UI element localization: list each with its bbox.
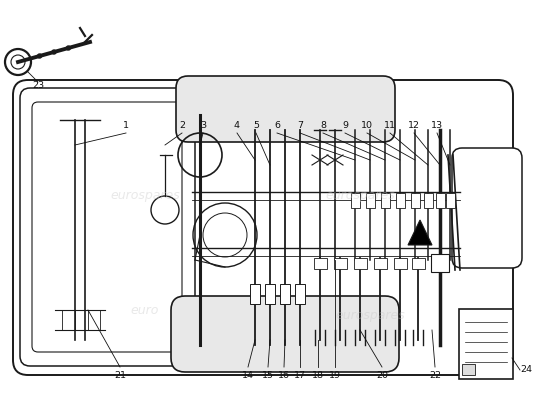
Text: 14: 14 <box>242 370 254 380</box>
FancyBboxPatch shape <box>32 102 182 352</box>
FancyBboxPatch shape <box>393 258 406 268</box>
FancyBboxPatch shape <box>452 148 522 268</box>
FancyBboxPatch shape <box>171 296 399 372</box>
Text: 21: 21 <box>114 370 126 380</box>
Text: 19: 19 <box>329 370 341 380</box>
FancyBboxPatch shape <box>265 284 275 304</box>
Text: 7: 7 <box>297 120 303 130</box>
Circle shape <box>37 54 42 58</box>
Text: 23: 23 <box>32 80 44 90</box>
Circle shape <box>67 46 70 50</box>
FancyBboxPatch shape <box>350 192 360 208</box>
FancyBboxPatch shape <box>354 258 366 268</box>
Text: 12: 12 <box>408 120 420 130</box>
Text: 9: 9 <box>342 120 348 130</box>
Text: 11: 11 <box>384 120 396 130</box>
Text: 8: 8 <box>320 120 326 130</box>
FancyBboxPatch shape <box>459 309 513 379</box>
FancyBboxPatch shape <box>424 192 432 208</box>
FancyBboxPatch shape <box>176 76 395 142</box>
FancyBboxPatch shape <box>395 192 404 208</box>
Text: 10: 10 <box>361 120 373 130</box>
Text: 6: 6 <box>274 120 280 130</box>
Polygon shape <box>408 220 432 245</box>
FancyBboxPatch shape <box>20 88 195 366</box>
Text: 17: 17 <box>294 370 306 380</box>
Text: 4: 4 <box>234 120 240 130</box>
FancyBboxPatch shape <box>410 192 420 208</box>
FancyBboxPatch shape <box>250 284 260 304</box>
FancyBboxPatch shape <box>373 258 387 268</box>
FancyBboxPatch shape <box>366 192 375 208</box>
FancyBboxPatch shape <box>381 192 389 208</box>
FancyBboxPatch shape <box>461 364 475 374</box>
Text: 3: 3 <box>200 120 206 130</box>
Text: 24: 24 <box>520 366 532 374</box>
Circle shape <box>52 50 56 54</box>
Text: eurospares: eurospares <box>110 188 180 202</box>
Text: 13: 13 <box>431 120 443 130</box>
FancyBboxPatch shape <box>295 284 305 304</box>
Text: 15: 15 <box>262 370 274 380</box>
FancyBboxPatch shape <box>411 258 425 268</box>
FancyBboxPatch shape <box>446 192 454 208</box>
Text: 22: 22 <box>429 370 441 380</box>
Text: 5: 5 <box>253 120 259 130</box>
Text: eurospares: eurospares <box>335 308 405 322</box>
FancyBboxPatch shape <box>13 80 513 375</box>
Text: 20: 20 <box>376 370 388 380</box>
FancyBboxPatch shape <box>431 254 449 272</box>
Text: 1: 1 <box>123 120 129 130</box>
Text: 16: 16 <box>278 370 290 380</box>
Text: 18: 18 <box>312 370 324 380</box>
Text: 2: 2 <box>179 120 185 130</box>
FancyBboxPatch shape <box>280 284 290 304</box>
FancyBboxPatch shape <box>436 192 444 208</box>
Text: euro: euro <box>131 304 159 316</box>
FancyBboxPatch shape <box>333 258 346 268</box>
Text: eurospares: eurospares <box>325 188 395 202</box>
FancyBboxPatch shape <box>314 258 327 268</box>
